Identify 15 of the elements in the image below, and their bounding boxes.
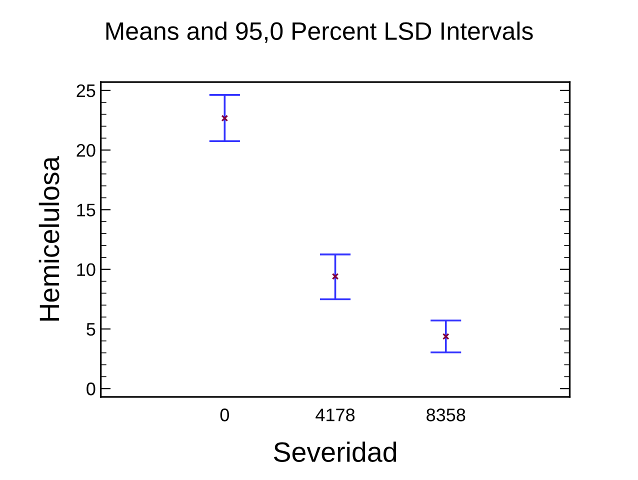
- x-tick-label: 0: [220, 408, 229, 422]
- y-tick-label: 0: [86, 382, 96, 396]
- x-axis-title: Severidad: [274, 442, 396, 462]
- x-tick-label: 4178: [316, 408, 355, 422]
- y-tick-label: 10: [77, 263, 96, 276]
- point: [442, 333, 450, 340]
- y-axis-title: Hemicelulosa: [38, 156, 60, 321]
- point: [221, 114, 228, 122]
- y-tick-label: 20: [76, 144, 96, 157]
- y-tick-label: 25: [76, 84, 96, 98]
- point: [332, 272, 339, 280]
- y-tick-label: 5: [86, 323, 96, 336]
- x-tick-label: 8358: [426, 408, 466, 422]
- y-tick-label: 15: [77, 204, 96, 216]
- chart-title: Means and 95,0 Percent LSD Intervals: [106, 22, 533, 43]
